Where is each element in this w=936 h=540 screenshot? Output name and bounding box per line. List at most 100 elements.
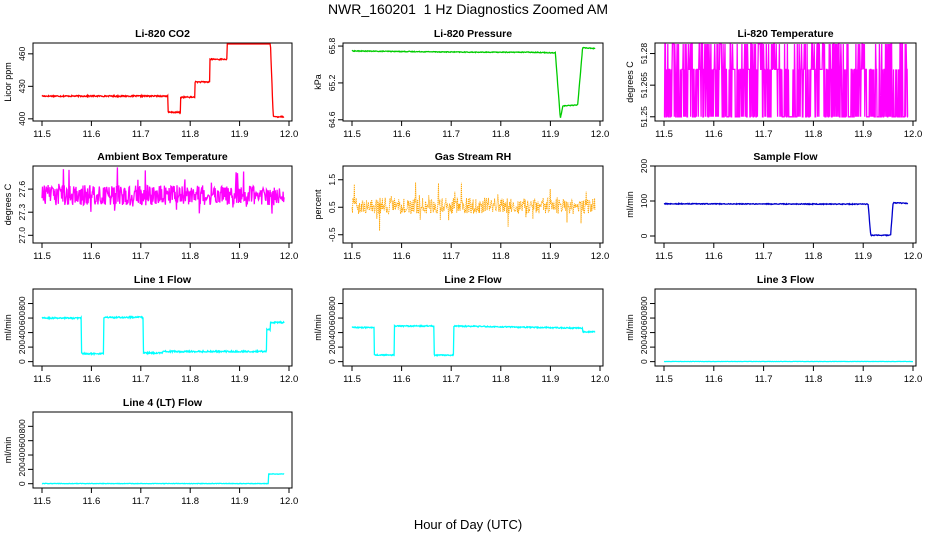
- y-tick-label: 400: [17, 448, 27, 462]
- chart-title: Ambient Box Temperature: [97, 151, 228, 163]
- x-tick-label: 11.6: [83, 251, 101, 262]
- x-tick-label: 11.6: [393, 374, 411, 385]
- x-tick-label: 11.7: [442, 251, 460, 262]
- x-tick-label: 11.9: [231, 374, 249, 385]
- y-tick-label: 27.0: [17, 227, 27, 244]
- y-axis-label: ml/min: [625, 314, 635, 341]
- x-tick-label: 11.9: [854, 251, 872, 262]
- y-tick-label: 400: [17, 111, 27, 125]
- y-tick-label: 65.2: [327, 74, 337, 91]
- x-tick-label: 11.8: [181, 251, 199, 262]
- y-tick-label: 800: [639, 296, 649, 310]
- series-line: [351, 182, 596, 231]
- x-tick-label: 11.6: [705, 129, 723, 140]
- y-tick-label: 430: [17, 79, 27, 93]
- y-tick-label: 0: [639, 233, 649, 238]
- page-title: NWR_160201 1 Hz Diagnostics Zoomed AM: [327, 1, 609, 17]
- x-tick-label: 12.0: [280, 496, 299, 507]
- chart-panel: Li-820 CO2 11.5 11.6 11.7 11.8 11.9 12.0 400 430…: [3, 28, 298, 140]
- x-tick-label: 11.9: [854, 374, 872, 385]
- x-tick-label: 11.7: [755, 129, 773, 140]
- x-tick-label: 11.8: [181, 496, 199, 507]
- chart-title: Line 2 Flow: [444, 274, 502, 286]
- plot-frame: [342, 165, 604, 244]
- x-axis-title: Hour of Day (UTC): [413, 517, 523, 532]
- y-tick-label: 65.8: [327, 38, 337, 55]
- y-tick-label: 51.265: [639, 72, 649, 98]
- series-line: [41, 43, 285, 119]
- chart-title: Li-820 Temperature: [737, 28, 833, 40]
- y-tick-label: 200: [639, 159, 649, 173]
- y-tick-label: 1.5: [327, 174, 337, 186]
- y-axis-label: Licor ppm: [3, 62, 13, 102]
- chart-panel: Gas Stream RH 11.5 11.6 11.7 11.8 11.9 12.0 -0.…: [313, 151, 609, 262]
- y-tick-label: 51.28: [639, 43, 649, 65]
- series-line: [351, 46, 596, 118]
- x-tick-label: 12.0: [904, 129, 923, 140]
- x-tick-label: 12.0: [280, 129, 299, 140]
- chart-panel: Sample Flow 11.5 11.6 11.7 11.8 11.9 12.0 0 100 2…: [625, 151, 922, 262]
- chart-panel: Li-820 Pressure 11.5 11.6 11.7 11.8 11.9 12.0 6…: [313, 28, 609, 140]
- x-tick-label: 11.9: [231, 129, 249, 140]
- x-tick-label: 11.5: [343, 374, 361, 385]
- y-tick-label: 27.3: [17, 204, 27, 221]
- chart-title: Line 3 Flow: [757, 274, 815, 286]
- x-tick-label: 11.7: [442, 129, 460, 140]
- chart-title: Line 1 Flow: [134, 274, 192, 286]
- plot-frame: [342, 42, 604, 122]
- y-tick-label: 51.25: [639, 106, 649, 128]
- y-tick-label: 600: [17, 433, 27, 447]
- x-tick-label: 11.6: [83, 374, 101, 385]
- x-tick-label: 11.7: [755, 251, 773, 262]
- chart-panel: Line 3 Flow 11.5 11.6 11.7 11.8 11.9 12.0 0 2004…: [625, 274, 922, 385]
- x-tick-label: 11.8: [805, 251, 823, 262]
- x-tick-label: 11.5: [655, 129, 673, 140]
- chart-title: Li-820 CO2: [135, 28, 190, 40]
- y-axis-label: degrees C: [3, 183, 13, 225]
- chart-title: Gas Stream RH: [435, 151, 511, 163]
- x-tick-label: 11.8: [492, 374, 510, 385]
- y-tick-label: 200: [17, 340, 27, 354]
- x-tick-label: 11.6: [83, 129, 101, 140]
- plot-frame: [32, 165, 293, 244]
- plot-frame: [654, 288, 917, 367]
- chart-panel: Line 1 Flow 11.5 11.6 11.7 11.8 11.9 12.0 0 2004…: [3, 274, 298, 385]
- plot-frame: [32, 411, 293, 489]
- y-tick-label: 400: [17, 325, 27, 339]
- x-tick-label: 11.8: [805, 129, 823, 140]
- y-tick-label: 600: [327, 311, 337, 325]
- series-line: [663, 201, 909, 237]
- x-tick-label: 11.6: [393, 129, 411, 140]
- x-tick-label: 11.9: [231, 251, 249, 262]
- x-tick-label: 11.6: [705, 374, 723, 385]
- y-axis-label: ml/min: [313, 314, 323, 341]
- y-tick-label: 800: [17, 419, 27, 433]
- x-tick-label: 12.0: [904, 374, 923, 385]
- x-tick-label: 11.5: [343, 129, 361, 140]
- x-tick-label: 11.6: [393, 251, 411, 262]
- chart-title: Li-820 Pressure: [434, 28, 512, 40]
- y-tick-label: 400: [639, 325, 649, 339]
- y-tick-label: 200: [17, 462, 27, 476]
- x-tick-label: 11.8: [181, 129, 199, 140]
- y-tick-label: 0: [17, 359, 27, 364]
- chart-panel: Line 2 Flow 11.5 11.6 11.7 11.8 11.9 12.0 0 2004…: [313, 274, 609, 385]
- x-tick-label: 12.0: [591, 251, 610, 262]
- y-tick-label: 0: [327, 359, 337, 364]
- y-tick-label: 0: [17, 481, 27, 486]
- y-tick-label: -0.5: [327, 227, 337, 242]
- x-tick-label: 11.8: [492, 129, 510, 140]
- chart-panel: Line 4 (LT) Flow 11.5 11.6 11.7 11.8 11.9 12.0…: [3, 397, 298, 507]
- series-line: [41, 315, 285, 357]
- x-tick-label: 11.8: [181, 374, 199, 385]
- x-tick-label: 11.7: [132, 251, 150, 262]
- y-tick-label: 600: [17, 311, 27, 325]
- y-axis-label: ml/min: [3, 314, 13, 341]
- plot-frame: [32, 288, 293, 367]
- y-tick-label: 800: [17, 296, 27, 310]
- x-tick-label: 11.8: [805, 374, 823, 385]
- y-tick-label: 200: [639, 340, 649, 354]
- x-tick-label: 11.9: [542, 129, 560, 140]
- x-tick-label: 12.0: [280, 251, 299, 262]
- x-tick-label: 11.7: [755, 374, 773, 385]
